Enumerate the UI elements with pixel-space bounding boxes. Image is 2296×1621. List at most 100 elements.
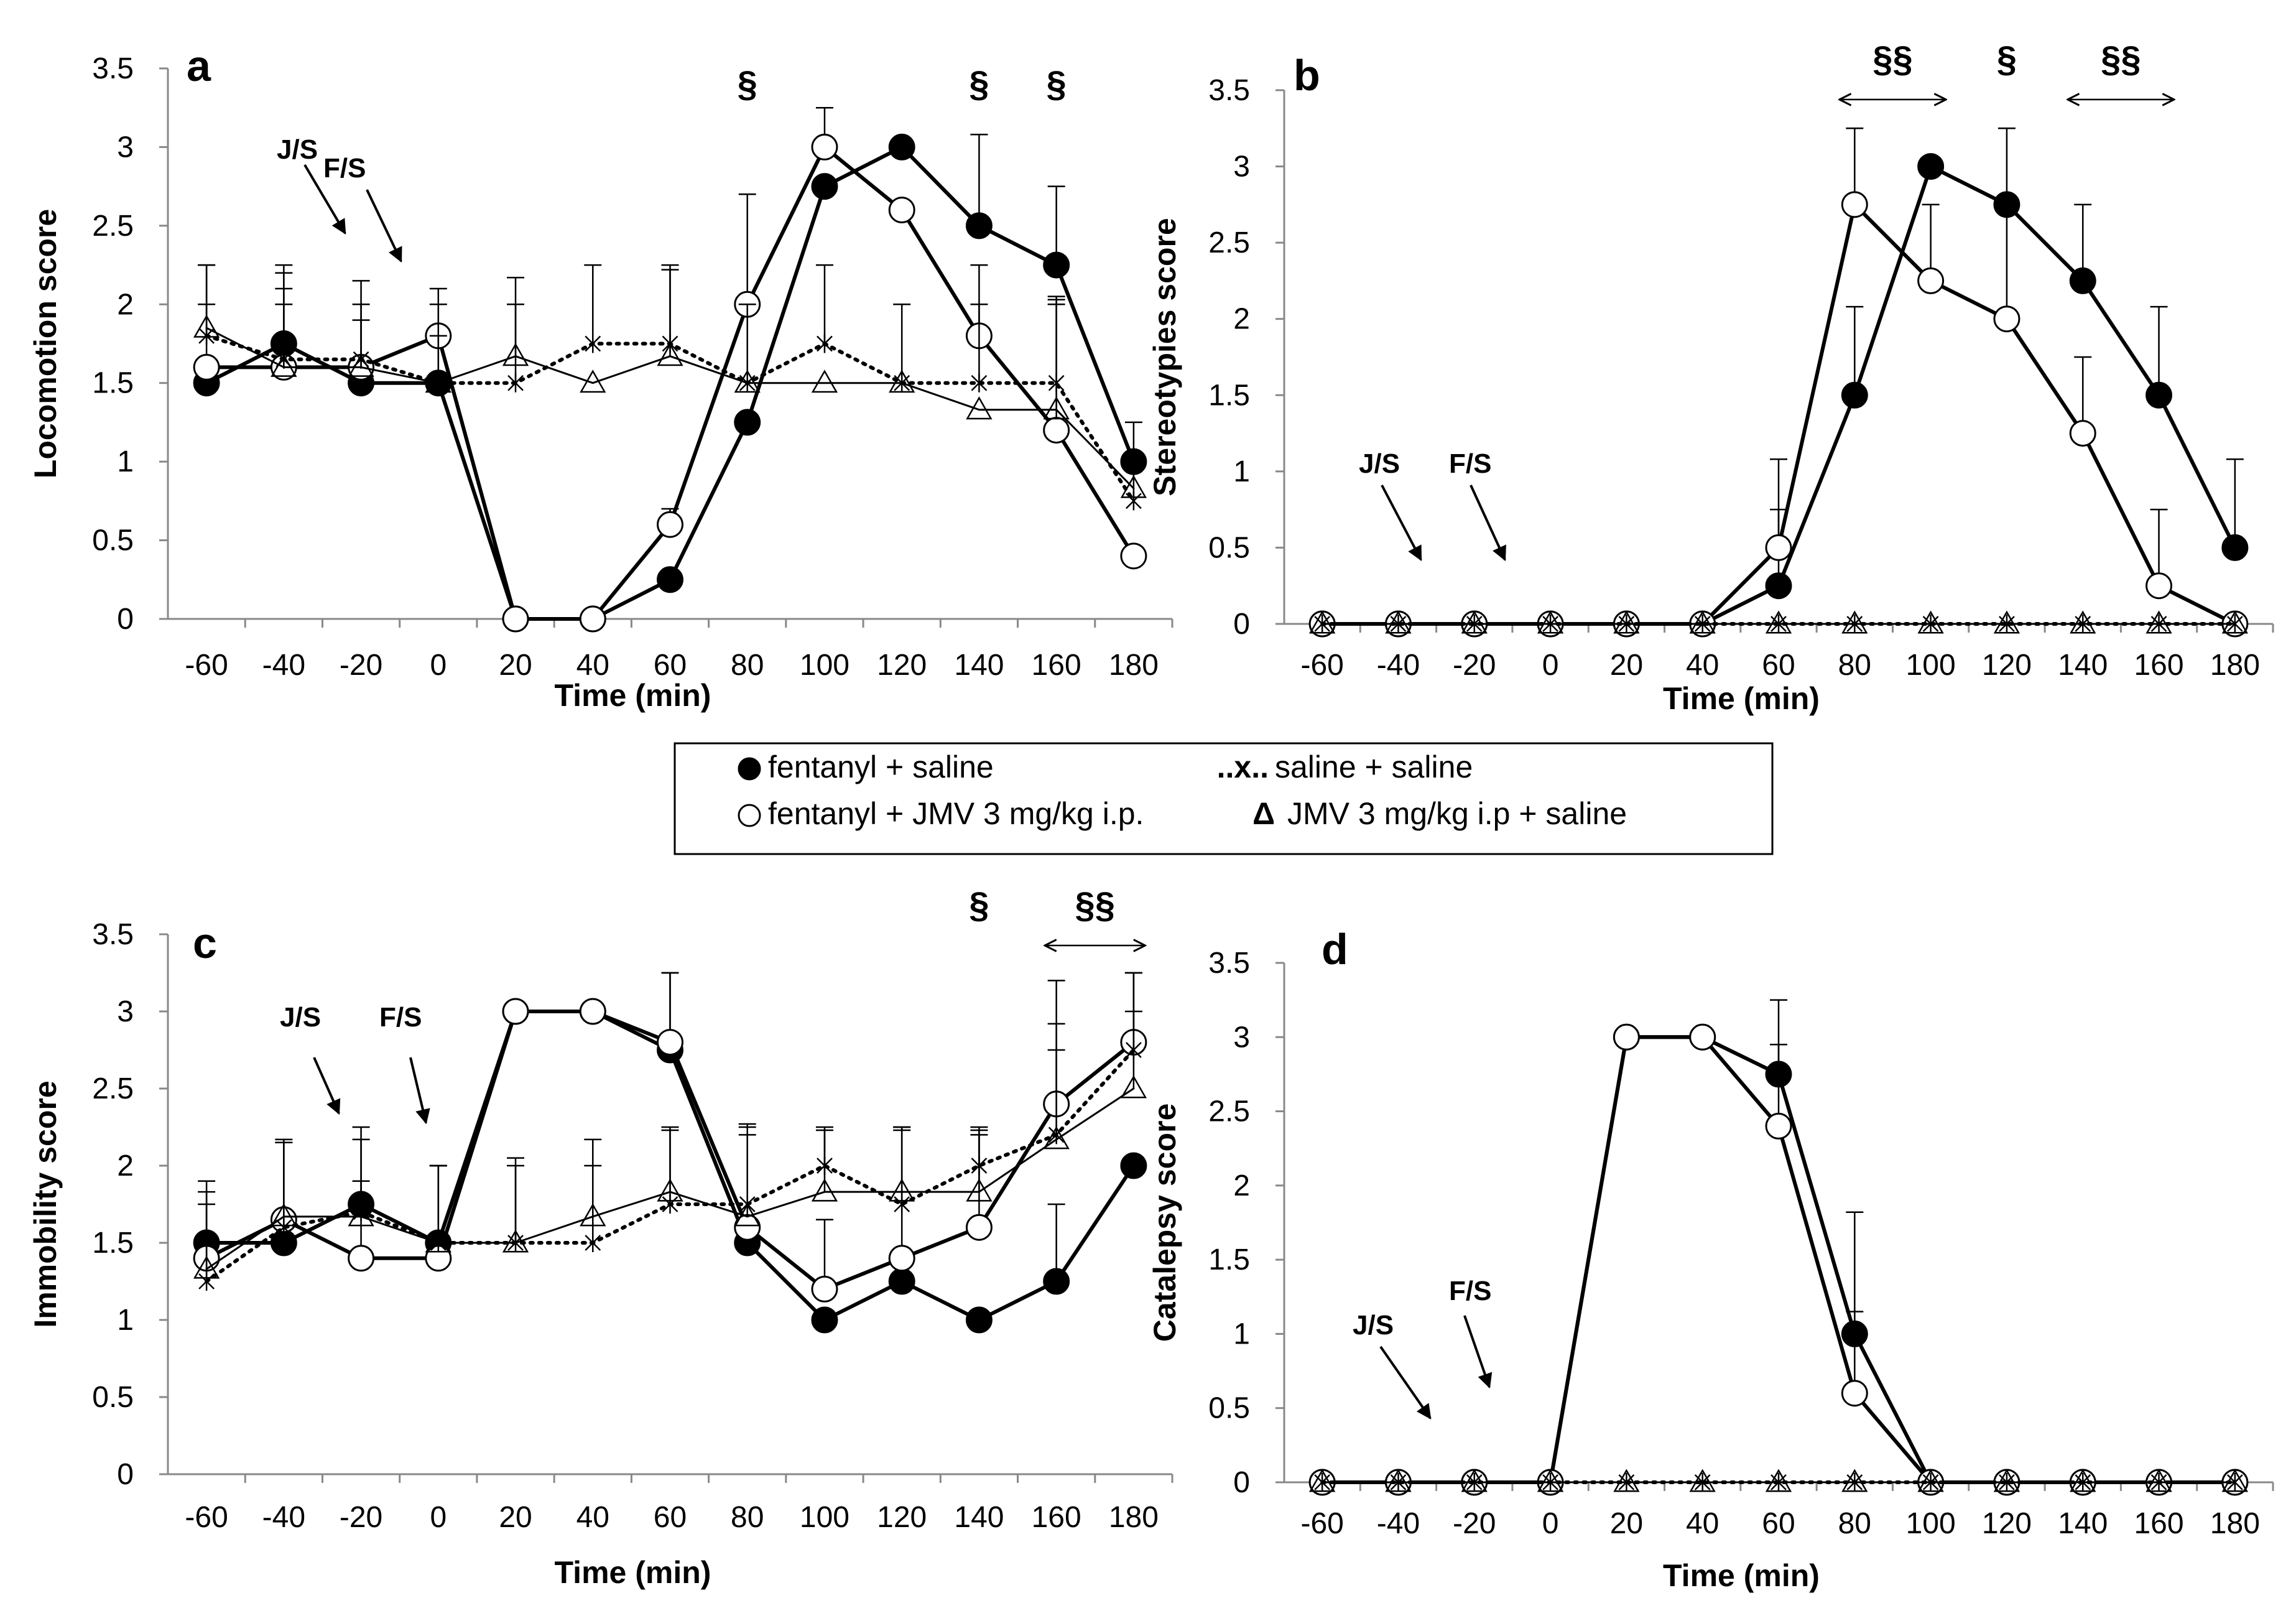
legend-label: fentanyl + JMV 3 mg/kg i.p.: [768, 796, 1144, 831]
panel-c-y-tick-label: 3.5: [92, 918, 134, 951]
panel-b-y-tick-label: 1.5: [1208, 379, 1250, 412]
legend-marker-filled-circle: [738, 757, 761, 781]
panel-c-x-tick-label: -20: [340, 1501, 382, 1534]
panel-d-series-open-triangle: [1308, 1469, 2249, 1492]
panel-d-data-point: [2146, 1469, 2172, 1492]
panel-d-data-point: [1689, 1469, 1716, 1492]
panel-c-y-axis-label: Immobility score: [28, 1080, 63, 1327]
panel-b-x-tick-label: -60: [1300, 649, 1343, 682]
panel-a-x-tick-label: 100: [800, 649, 849, 682]
panel-d-injection-label: J/S: [1353, 1310, 1394, 1340]
panel-a-y-tick-label: 1.5: [92, 367, 134, 400]
panel-c-data-point: [275, 1218, 292, 1237]
panel-c-x-tick-label: 80: [731, 1501, 764, 1534]
panel-c-significance-mark: §: [969, 885, 989, 926]
panel-b-x-tick-label: 140: [2058, 649, 2108, 682]
panel-b-injection-arrow: [1470, 485, 1506, 562]
panel-d-x-tick-label: 120: [1982, 1507, 2032, 1540]
panel-b-data-point: [1689, 610, 1716, 634]
panel-c-series-open-triangle: [193, 1010, 1147, 1279]
panel-b-data-point: [1461, 610, 1488, 634]
panel-d-data-point: [1385, 1469, 1412, 1492]
panel-d-x-tick-label: 80: [1838, 1507, 1871, 1540]
panel-d: 0 0.5 1 1.5 2 2.5 3 3.5 -60 -40 -20 0 20 40 60 80 100 120…: [1147, 925, 2274, 1593]
panel-d-y-axis-label: Catalepsy score: [1147, 1103, 1182, 1342]
panel-b-x-tick-label: 0: [1542, 649, 1559, 682]
panel-d-y-tick-label: 3.5: [1208, 947, 1250, 980]
panel-b-data-point: [2069, 267, 2096, 294]
panel-c-injection-label: F/S: [379, 1002, 422, 1033]
panel-b-data-point: [1765, 572, 1792, 600]
panel-a-y-tick-label: 2.5: [92, 210, 134, 243]
panel-a-y-axis-label: Locomotion score: [28, 209, 63, 478]
panel-d-data-point: [1689, 1023, 1716, 1051]
panel-b-significance-mark: §: [1997, 39, 2017, 80]
panel-c-data-point: [348, 1203, 374, 1227]
panel-c-x-tick-label: 140: [954, 1501, 1004, 1534]
panel-b-significance-mark: §§: [2101, 39, 2141, 80]
panel-d-data-point: [1993, 1469, 2021, 1492]
panel-b-x-tick-label: 20: [1610, 649, 1643, 682]
panel-a-x-tick-label: 0: [430, 649, 447, 682]
panel-c-data-point: [894, 1195, 910, 1214]
panel-a-significance-mark: §: [969, 64, 989, 105]
panel-a-data-point: [507, 373, 524, 392]
panel-c-data-point: [193, 1255, 220, 1279]
panel-b-data-point: [1765, 610, 1792, 634]
panel-d-x-tick-label: 180: [2210, 1507, 2260, 1540]
panel-c-x-tick-label: 100: [800, 1501, 849, 1534]
panel-a-data-point: [734, 369, 761, 393]
panel-c-data-point: [657, 1029, 683, 1056]
panel-c-data-point: [965, 1214, 993, 1241]
panel-b-y-tick-label: 3.5: [1208, 74, 1250, 107]
panel-a-significance-mark: §: [738, 64, 757, 105]
panel-d-data-point: [1841, 1380, 1868, 1407]
panel-b-y-tick-label: 2.5: [1208, 226, 1250, 259]
panel-c-x-tick-label: 160: [1032, 1501, 1081, 1534]
panel-b-x-tick-label: 60: [1762, 649, 1795, 682]
legend-prefix: ..x..: [1217, 750, 1269, 784]
panel-c-x-axis-label: Time (min): [555, 1555, 711, 1590]
panel-c-data-point: [888, 1268, 915, 1295]
panel-c-data-point: [811, 1178, 838, 1202]
panel-a-x-tick-label: 180: [1109, 649, 1159, 682]
panel-a-injection-label: J/S: [277, 134, 318, 165]
panel-a-data-point: [579, 605, 606, 633]
legend-box: [674, 742, 1774, 855]
panel-a-x-tick-label: -40: [262, 649, 305, 682]
panel-c-y-tick-label: 3: [117, 995, 134, 1028]
panel-c-x-tick-label: 180: [1109, 1501, 1159, 1534]
panel-c-y-tick-label: 2: [117, 1150, 134, 1182]
panel-b-data-point: [1537, 610, 1564, 634]
panel-b-letter: b: [1294, 51, 1320, 100]
legend: fentanyl + saline ..x.. saline + saline fen…: [674, 742, 1774, 855]
panel-c-data-point: [966, 1178, 993, 1202]
panel-b: 0 0.5 1 1.5 2 2.5 3 3.5 -60 -40 -20 0 20 40 60 80 100 120…: [1147, 39, 2274, 716]
panel-b-series-open-triangle: [1308, 610, 2249, 634]
panel-b-significance-mark: §§: [1872, 39, 1913, 80]
panel-d-x-tick-label: -40: [1377, 1507, 1420, 1540]
panel-a-data-point: [193, 353, 220, 381]
panel-c-data-point: [1043, 1126, 1070, 1150]
panel-a-injection-label: F/S: [323, 153, 366, 183]
panel-b-data-point: [1841, 191, 1868, 218]
legend-item: ..x.. saline + saline: [1217, 750, 1473, 784]
panel-a-y-tick-label: 0.5: [92, 524, 134, 557]
panel-a-injection-arrow: [303, 164, 346, 235]
panel-d-y-tick-label: 3: [1233, 1021, 1250, 1054]
panel-a-data-point: [657, 343, 683, 366]
panel-c-data-point: [348, 1245, 375, 1272]
legend-label: JMV 3 mg/kg i.p + saline: [1287, 796, 1627, 831]
panel-b-y-tick-label: 2: [1233, 303, 1250, 336]
legend-label: fentanyl + saline: [768, 750, 994, 784]
panel-a-data-point: [502, 343, 529, 366]
panel-b-injection-label: J/S: [1359, 448, 1400, 479]
panel-a-data-point: [425, 369, 451, 393]
panel-b-data-point: [1917, 610, 1944, 634]
panel-d-data-point: [2221, 1469, 2249, 1492]
panel-d-y-tick-label: 0: [1233, 1466, 1250, 1499]
panel-d-data-point: [1917, 1469, 1944, 1492]
panel-c-data-point: [271, 1203, 297, 1227]
